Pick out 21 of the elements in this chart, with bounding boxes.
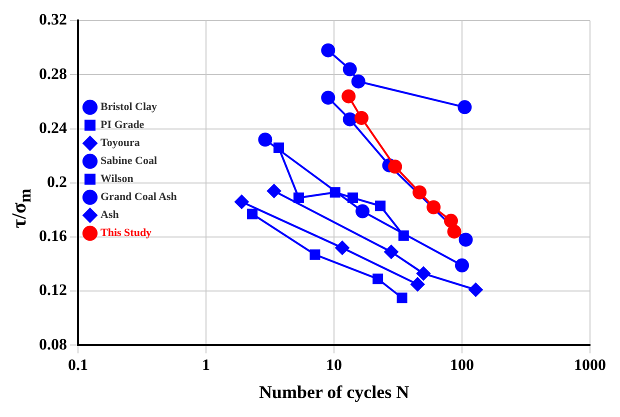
legend-label: Wilson bbox=[100, 173, 134, 186]
y-tick-label: 0.24 bbox=[39, 120, 67, 137]
y-tick-label: 0.12 bbox=[39, 282, 67, 300]
x-axis-title: Number of cycles N bbox=[258, 382, 410, 402]
y-tick-label: 0.08 bbox=[39, 336, 67, 354]
legend-label: Bristol Clay bbox=[100, 101, 158, 114]
legend-label: Grand Coal Ash bbox=[100, 191, 177, 204]
legend-label: This Study bbox=[100, 227, 152, 240]
y-tick-label: 0.16 bbox=[39, 228, 67, 246]
x-tick-label: 10 bbox=[326, 356, 342, 374]
legend-label: PI Grade bbox=[100, 119, 144, 132]
y-tick-label: 0.28 bbox=[39, 66, 67, 83]
legend-label: Ash bbox=[100, 209, 119, 222]
y-tick-label: 0.2 bbox=[47, 174, 67, 192]
x-tick-label: 1000 bbox=[574, 356, 606, 374]
y-tick-label: 0.32 bbox=[39, 12, 67, 29]
x-tick-label: 1 bbox=[202, 356, 210, 374]
x-tick-label: 100 bbox=[450, 356, 474, 374]
x-tick-label: 0.1 bbox=[68, 356, 88, 374]
legend-label: Toyoura bbox=[100, 137, 140, 150]
legend-label: Sabine Coal bbox=[100, 155, 158, 168]
